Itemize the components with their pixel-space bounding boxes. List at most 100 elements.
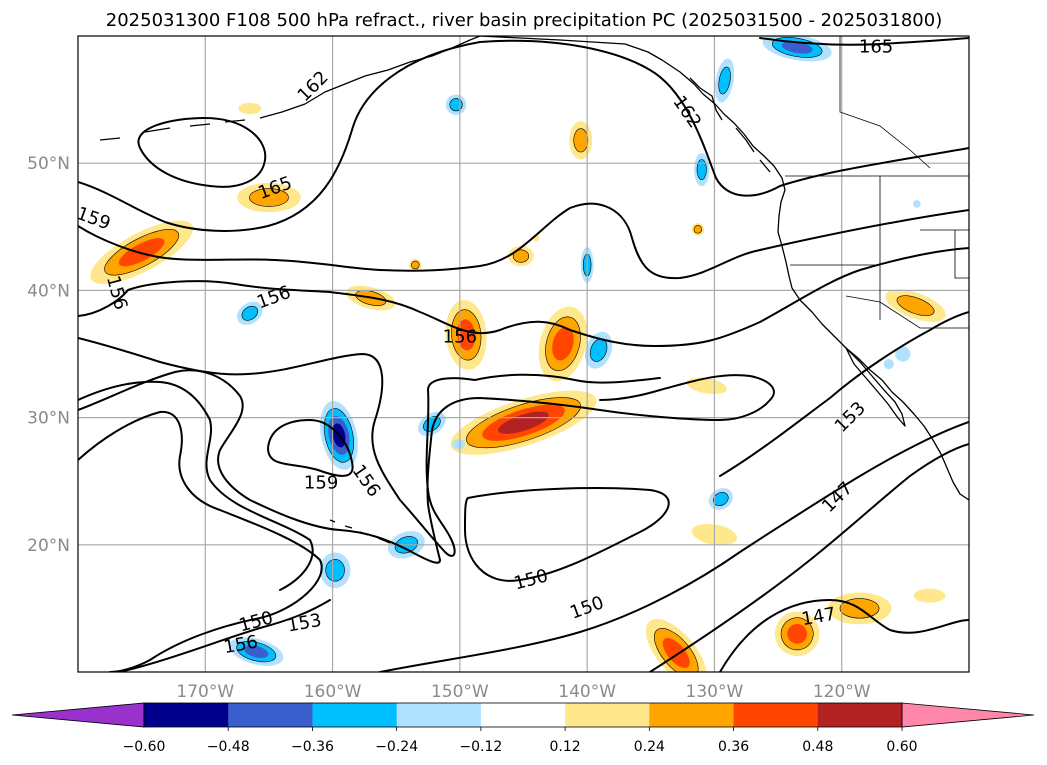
coastline-bc-islands — [689, 77, 771, 173]
coastline-north-america — [479, 36, 969, 501]
contour-147 — [649, 443, 969, 672]
shaded-region — [912, 200, 921, 208]
contour-lines — [78, 37, 969, 672]
y-tick-label: 50°N — [27, 154, 70, 174]
shaded-region — [445, 300, 487, 370]
colorbar-tick-label: −0.48 — [207, 739, 250, 755]
contour-label: 165 — [859, 36, 893, 57]
shaded-region — [445, 94, 467, 115]
contour-150-ring — [464, 487, 670, 582]
shaded-level — [457, 319, 476, 351]
x-tick-label: 160°W — [304, 682, 362, 702]
colorbar-swatch — [733, 703, 819, 727]
colorbar-tick-label: 0.48 — [802, 739, 833, 755]
chart-title: 2025031300 F108 500 hPa refract., river … — [106, 10, 942, 31]
shaded-region — [452, 439, 465, 450]
shaded-level — [693, 225, 703, 234]
colorbar-tick-label: −0.24 — [375, 739, 418, 755]
x-tick-label: 170°W — [176, 682, 234, 702]
contour-156-c — [78, 380, 314, 591]
colorbar-extend-low — [11, 702, 145, 728]
colorbar-swatch — [396, 703, 482, 727]
shaded-region — [408, 258, 422, 272]
shaded-region — [319, 552, 351, 589]
coastline-baja — [845, 347, 906, 427]
shaded-level — [241, 305, 259, 321]
shaded-region — [228, 637, 284, 666]
y-tick-label: 30°N — [27, 409, 70, 429]
coastline-hawaii — [329, 519, 391, 544]
shaded-region — [686, 377, 727, 395]
x-tick-label: 120°W — [813, 682, 871, 702]
shaded-level — [411, 260, 420, 270]
shaded-region — [691, 222, 705, 236]
shaded-level — [883, 359, 894, 370]
shaded-level — [238, 102, 262, 115]
colorbar-swatch — [649, 703, 735, 727]
x-tick-label: 130°W — [686, 682, 744, 702]
contour-162 — [78, 39, 969, 232]
colorbar-swatch — [228, 703, 313, 727]
contour-147-south — [719, 599, 969, 672]
y-tick-label: 20°N — [27, 536, 70, 556]
shaded-level — [662, 637, 690, 669]
shaded-level — [896, 295, 935, 316]
contour-159-b — [267, 419, 354, 477]
graticule — [78, 36, 969, 672]
shaded-region — [237, 182, 301, 213]
shaded-region — [450, 390, 597, 455]
x-tick-label: 150°W — [431, 682, 489, 702]
colorbar-tick-label: 0.36 — [718, 739, 749, 755]
colorbar-frame — [143, 702, 903, 728]
shaded-level — [512, 249, 530, 263]
contour-156-a — [78, 247, 969, 347]
shaded-region — [694, 153, 710, 187]
shaded-level — [718, 66, 731, 95]
shaded-level — [452, 439, 465, 450]
shaded-region — [645, 618, 707, 672]
contour-150-a — [78, 410, 323, 672]
shaded-region — [913, 588, 946, 603]
shaded-level — [781, 41, 813, 54]
colorbar-extend-high — [901, 702, 1035, 728]
x-tick-label: 140°W — [558, 682, 616, 702]
contour-153-east — [719, 311, 969, 477]
map-frame — [77, 35, 970, 673]
contour-159-a — [78, 202, 969, 280]
shaded-region — [885, 289, 946, 322]
y-tick-label: 40°N — [27, 281, 70, 301]
contour-150-b — [379, 421, 969, 672]
shaded-level — [325, 558, 345, 582]
shaded-region — [236, 301, 263, 325]
shaded-region — [895, 346, 911, 362]
shaded-level — [449, 98, 463, 112]
shaded-level — [573, 128, 589, 153]
contour-165-north — [759, 37, 969, 46]
shaded-level — [244, 645, 269, 658]
colorbar-tick-label: −0.36 — [291, 739, 334, 755]
colorbar-tick-label: −0.60 — [123, 739, 166, 755]
contour-156-b — [78, 337, 661, 557]
colorbar-swatch — [565, 703, 650, 727]
shaded-level — [912, 200, 921, 208]
shaded-region — [883, 359, 894, 370]
shaded-region — [715, 58, 735, 103]
border-us-mexico — [845, 295, 969, 329]
axis-tick-labels: 170°W 160°W 150°W 140°W 130°W 120°W 20°N 30°N 40… — [27, 154, 871, 702]
shaded-level — [552, 327, 574, 361]
colorbar-tick-label: 0.12 — [550, 739, 581, 755]
colorbar-tick-label: 0.60 — [886, 739, 917, 755]
contour-165-ring — [137, 117, 267, 188]
map-background — [78, 36, 969, 672]
shaded-level — [249, 188, 289, 207]
contour-153-south — [119, 599, 331, 672]
colorbar: −0.60 −0.48 −0.36 −0.24 −0.12 0.12 0.24 0.36 0.4… — [11, 702, 1035, 755]
colorbar-swatch — [480, 703, 566, 727]
shaded-region — [508, 245, 534, 267]
contour-153 — [78, 369, 775, 564]
shaded-level — [686, 377, 727, 395]
colorbar-tick-label: −0.12 — [459, 739, 502, 755]
shaded-level — [787, 623, 808, 644]
colorbar-swatch — [312, 703, 398, 727]
